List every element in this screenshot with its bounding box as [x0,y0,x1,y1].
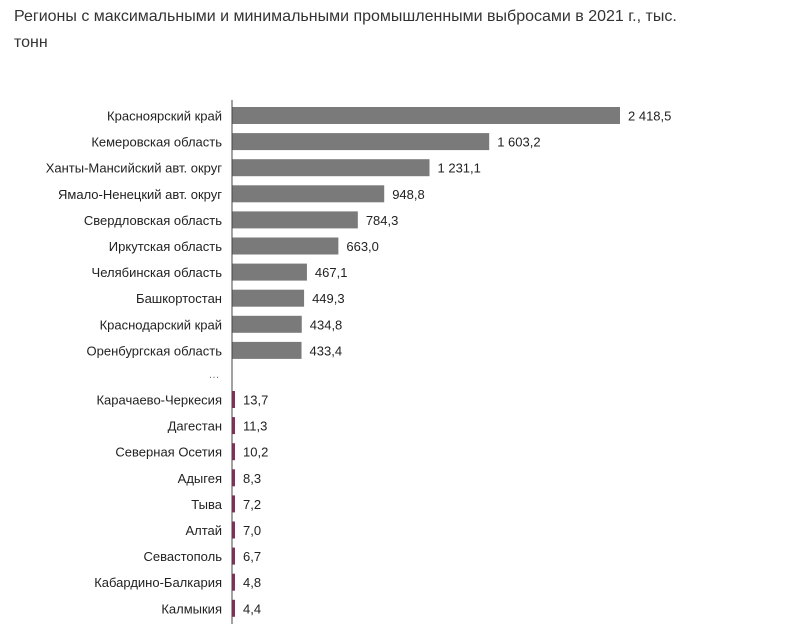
top-value-label: 467,1 [315,265,348,280]
bottom-value-label: 8,3 [243,471,261,486]
bottom-bar [232,573,235,591]
bottom-category-label: Алтай [185,523,222,538]
bottom-bar [232,547,235,565]
gap-ellipsis: … [209,369,220,381]
bottom-value-label: 4,8 [243,575,261,590]
bottom-value-label: 10,2 [243,445,268,460]
top-value-label: 434,8 [310,317,343,332]
top-category-label: Башкортостан [136,291,222,306]
bottom-category-label: Кабардино-Балкария [94,575,222,590]
top-value-label: 784,3 [366,213,399,228]
top-bar [232,289,305,307]
top-category-label: Ханты-Мансийский авт. округ [46,161,223,176]
top-bar [232,263,307,281]
top-bar [232,237,339,255]
top-value-label: 449,3 [312,291,345,306]
top-category-label: Краснодарский край [100,317,222,332]
chart-title: Регионы с максимальными и минимальными п… [14,8,677,51]
top-category-label: Ямало-Ненецкий авт. округ [58,187,222,202]
bottom-bar [232,417,235,435]
bottom-category-label: Карачаево-Черкесия [96,393,222,408]
bottom-value-label: 13,7 [243,393,268,408]
top-bar [232,185,385,203]
bottom-category-label: Севастополь [144,549,223,564]
bottom-category-label: Тыва [191,497,222,512]
bottom-value-label: 7,2 [243,497,261,512]
top-category-label: Красноярский край [107,109,222,124]
top-bar [232,341,302,359]
top-bar [232,107,620,124]
top-category-label: Челябинская область [92,265,223,280]
bottom-value-label: 11,3 [243,419,267,434]
top-category-label: Свердловская область [84,213,222,228]
bottom-bar [232,469,235,487]
top-category-label: Оренбургская область [87,343,223,358]
bottom-category-label: Северная Осетия [115,445,222,460]
bottom-category-label: Калмыкия [161,601,222,616]
top-value-label: 1 231,1 [438,161,481,176]
top-bar [232,159,430,177]
top-value-label: 433,4 [310,343,343,358]
top-value-label: 1 603,2 [497,135,540,150]
top-category-label: Кемеровская область [91,135,222,150]
bottom-bar [232,443,235,461]
top-value-label: 948,8 [392,187,425,202]
top-bar [232,133,490,151]
bottom-value-label: 6,7 [243,549,261,564]
bottom-category-label: Дагестан [168,419,222,434]
bottom-value-label: 7,0 [243,523,261,538]
top-value-label: 663,0 [346,239,379,254]
bottom-bar [232,391,235,408]
bottom-value-label: 4,4 [243,601,261,616]
bottom-bar [232,495,235,513]
bottom-bar [232,599,235,617]
bottom-bar [232,521,235,539]
top-bar [232,211,358,229]
top-bar [232,315,302,333]
top-category-label: Иркутская область [109,239,222,254]
top-value-label: 2 418,5 [628,109,671,124]
bottom-category-label: Адыгея [178,471,222,486]
